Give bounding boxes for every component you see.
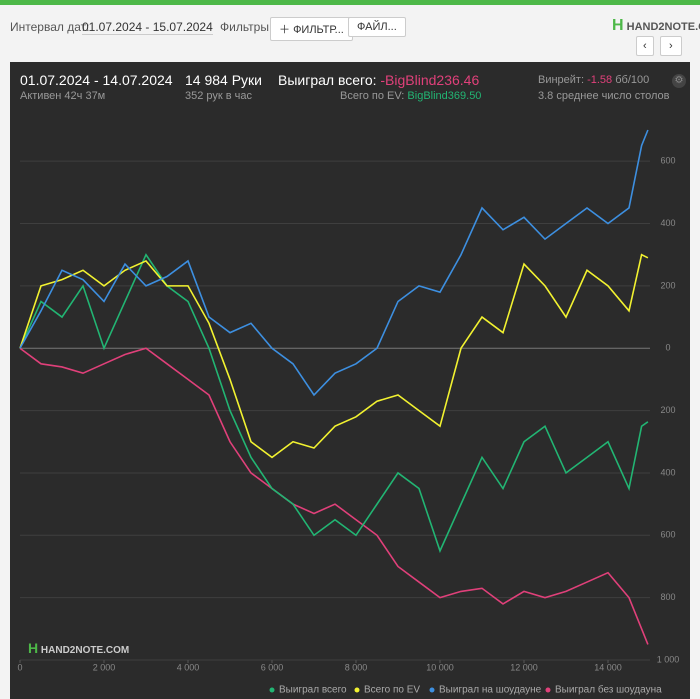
y-tick-label: 200 bbox=[660, 405, 675, 415]
y-tick-label: 1 000 bbox=[657, 654, 680, 664]
date-label: Интервал дат: bbox=[10, 20, 90, 34]
filters-label: Фильтры: bbox=[220, 20, 273, 34]
filter-button[interactable]: ＋ ФИЛЬТР... bbox=[270, 17, 353, 41]
x-tick-label: 0 bbox=[17, 662, 22, 672]
winrate-value: -1.58 bbox=[587, 74, 613, 86]
legend-dot bbox=[545, 687, 551, 693]
hands: 14 984 Руки bbox=[185, 72, 262, 88]
winrate: Винрейт: -1.58 бб/100 bbox=[538, 74, 649, 86]
legend-label: Всего по EV bbox=[364, 685, 420, 696]
ev: Всего по EV: BigBlind369.50 bbox=[340, 90, 481, 102]
hands-per-hour: 352 рук в час bbox=[185, 90, 253, 102]
legend-dot bbox=[269, 687, 275, 693]
watermark-text: HAND2NOTE.COM bbox=[40, 645, 130, 656]
tables: 3.8 среднее число столов bbox=[538, 90, 670, 102]
logo: H HAND2NOTE.COM bbox=[612, 17, 700, 35]
file-button[interactable]: ФАЙЛ... bbox=[348, 17, 406, 37]
x-tick-label: 8 000 bbox=[345, 662, 368, 672]
y-tick-label: 800 bbox=[660, 592, 675, 602]
series-line bbox=[19, 347, 649, 645]
y-tick-label: 600 bbox=[660, 156, 675, 166]
y-tick-label: 400 bbox=[660, 218, 675, 228]
filter-text: ФИЛЬТР... bbox=[293, 24, 344, 36]
watermark: H HAND2NOTE.COM bbox=[28, 640, 130, 656]
y-tick-label: 200 bbox=[660, 280, 675, 290]
series-line bbox=[19, 253, 649, 459]
ev-value: BigBlind369.50 bbox=[407, 90, 482, 102]
x-tick-label: 14 000 bbox=[594, 662, 622, 672]
x-tick-label: 2 000 bbox=[93, 662, 116, 672]
y-tick-label: 400 bbox=[660, 467, 675, 477]
series-line bbox=[19, 129, 649, 397]
winrate-label: Винрейт: bbox=[538, 74, 585, 86]
won-value: -BigBlind236.46 bbox=[380, 72, 480, 88]
date-picker[interactable]: 01.07.2024 - 15.07.2024 bbox=[82, 20, 213, 35]
x-tick-label: 4 000 bbox=[177, 662, 200, 672]
top-bar bbox=[0, 0, 700, 5]
active: Активен 42ч 37м bbox=[20, 90, 106, 102]
won-label: Выиграл всего: bbox=[278, 72, 377, 88]
legend-label: Выиграл без шоудауна bbox=[555, 684, 662, 696]
chart-panel bbox=[10, 62, 690, 699]
y-tick-label: 600 bbox=[660, 530, 675, 540]
won: Выиграл всего: -BigBlind236.46 bbox=[278, 72, 479, 88]
legend-label: Выиграл на шоудауне bbox=[439, 685, 542, 696]
series-line bbox=[19, 253, 649, 554]
y-tick-label: 0 bbox=[665, 343, 670, 353]
x-tick-label: 12 000 bbox=[510, 662, 538, 672]
x-tick-label: 6 000 bbox=[261, 662, 284, 672]
legend-dot bbox=[354, 687, 360, 693]
legend-dot bbox=[429, 687, 435, 693]
ev-label: Всего по EV: bbox=[340, 90, 405, 102]
next-button[interactable]: › bbox=[660, 36, 682, 56]
prev-button[interactable]: ‹ bbox=[636, 36, 654, 56]
legend-label: Выиграл всего bbox=[279, 685, 347, 696]
settings-icon[interactable]: ⚙ bbox=[672, 74, 686, 88]
winrate-unit: бб/100 bbox=[615, 74, 650, 86]
period: 01.07.2024 - 14.07.2024 bbox=[20, 72, 173, 88]
x-tick-label: 10 000 bbox=[426, 662, 454, 672]
logo-text: HAND2NOTE.COM bbox=[626, 21, 700, 33]
